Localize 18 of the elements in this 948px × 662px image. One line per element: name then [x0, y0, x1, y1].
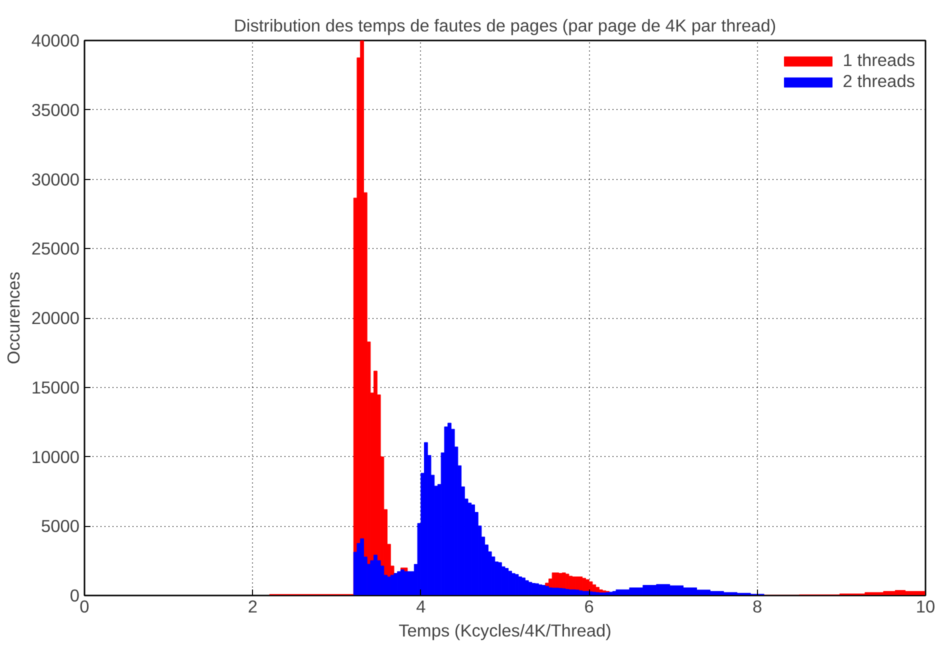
y-tick-label: 25000	[31, 238, 80, 259]
x-tick-label: 10	[916, 596, 936, 616]
chart-title: Distribution des temps de fautes de pages (par page de 4K par thread)	[234, 16, 776, 36]
y-axis-title: Occurences	[3, 271, 24, 364]
x-axis-title: Temps (Kcycles/4K/Thread)	[398, 620, 612, 640]
y-tick-label: 30000	[31, 169, 80, 190]
y-tick-label: 15000	[31, 377, 80, 398]
legend-label: 1 threads	[842, 50, 915, 71]
y-tick-label: 40000	[31, 30, 80, 50]
y-tick-label: 10000	[31, 446, 80, 467]
legend-label: 2 threads	[842, 71, 915, 92]
y-tick-label: 35000	[31, 100, 80, 120]
x-tick-label: 8	[752, 596, 762, 616]
x-tick-label: 6	[584, 596, 594, 616]
x-tick-label: 2	[248, 596, 258, 616]
y-tick-label: 5000	[40, 516, 80, 536]
x-tick-label: 4	[416, 596, 426, 616]
y-tick-label: 20000	[31, 308, 80, 328]
